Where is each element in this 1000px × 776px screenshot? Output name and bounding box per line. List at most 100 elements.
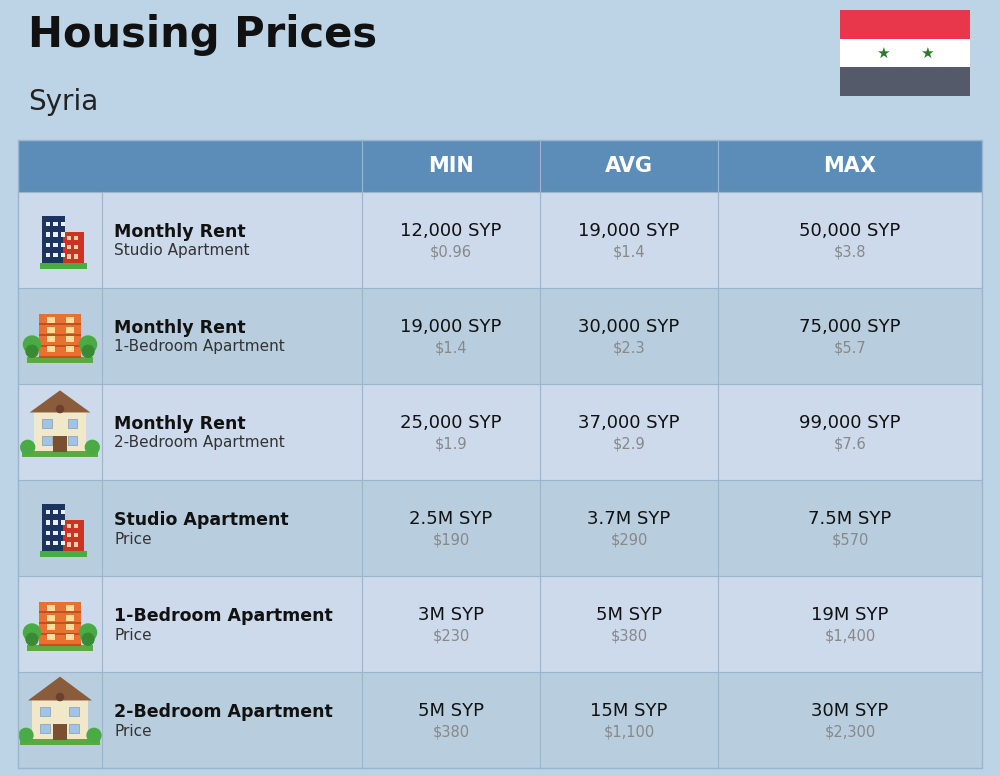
Bar: [67, 236, 71, 240]
Text: $1,400: $1,400: [824, 629, 876, 643]
Text: 19,000 SYP: 19,000 SYP: [400, 318, 502, 336]
Bar: [74, 542, 78, 547]
Bar: [39, 622, 81, 624]
Bar: [53, 541, 58, 545]
Bar: [61, 531, 65, 535]
Text: 75,000 SYP: 75,000 SYP: [799, 318, 901, 336]
Text: 3.7M SYP: 3.7M SYP: [587, 510, 671, 528]
Bar: [40, 724, 50, 733]
Bar: [42, 217, 65, 264]
Circle shape: [23, 624, 40, 641]
Text: 50,000 SYP: 50,000 SYP: [799, 222, 901, 240]
Bar: [47, 625, 55, 630]
Bar: [69, 707, 79, 715]
Text: Housing Prices: Housing Prices: [28, 14, 377, 56]
Circle shape: [82, 633, 94, 646]
Text: MAX: MAX: [824, 156, 876, 176]
Circle shape: [56, 693, 64, 702]
Text: AVG: AVG: [605, 156, 653, 176]
Bar: [18, 672, 982, 768]
Circle shape: [86, 728, 102, 743]
Bar: [40, 263, 87, 269]
Bar: [40, 707, 50, 715]
Text: 5M SYP: 5M SYP: [596, 606, 662, 624]
Bar: [74, 245, 78, 249]
Text: 2-Bedroom Apartment: 2-Bedroom Apartment: [114, 703, 333, 721]
Bar: [74, 255, 78, 258]
Text: Monthly Rent: Monthly Rent: [114, 415, 246, 433]
Bar: [46, 253, 50, 257]
Text: $290: $290: [610, 532, 648, 548]
Bar: [68, 419, 77, 428]
Text: 19M SYP: 19M SYP: [811, 606, 889, 624]
Text: 7.5M SYP: 7.5M SYP: [808, 510, 892, 528]
Circle shape: [80, 336, 97, 353]
Bar: [53, 521, 58, 525]
Text: 2.5M SYP: 2.5M SYP: [409, 510, 493, 528]
Bar: [39, 334, 81, 336]
Bar: [53, 436, 67, 452]
Bar: [840, 68, 970, 96]
Text: Studio Apartment: Studio Apartment: [114, 511, 289, 529]
Bar: [27, 357, 93, 363]
Bar: [40, 551, 87, 557]
Bar: [61, 222, 65, 227]
Bar: [53, 724, 67, 740]
Bar: [74, 236, 78, 240]
Bar: [66, 337, 74, 342]
Text: $3.8: $3.8: [834, 244, 866, 259]
Bar: [61, 510, 65, 514]
Text: Monthly Rent: Monthly Rent: [114, 223, 246, 241]
Text: ★: ★: [876, 46, 890, 61]
Bar: [53, 232, 58, 237]
Text: $1.4: $1.4: [613, 244, 645, 259]
Text: 5M SYP: 5M SYP: [418, 702, 484, 720]
Text: 3M SYP: 3M SYP: [418, 606, 484, 624]
Bar: [86, 638, 90, 648]
Text: ★: ★: [920, 46, 934, 61]
Bar: [20, 739, 100, 745]
Bar: [69, 724, 79, 733]
Polygon shape: [30, 390, 90, 413]
Circle shape: [56, 405, 64, 414]
Text: $190: $190: [432, 532, 470, 548]
Bar: [53, 253, 58, 257]
Bar: [61, 541, 65, 545]
Text: 30,000 SYP: 30,000 SYP: [578, 318, 680, 336]
Text: 25,000 SYP: 25,000 SYP: [400, 414, 502, 432]
Text: $0.96: $0.96: [430, 244, 472, 259]
Bar: [39, 356, 81, 358]
Text: $5.7: $5.7: [834, 341, 866, 355]
Text: $1.9: $1.9: [435, 436, 467, 452]
Bar: [18, 140, 982, 192]
Bar: [53, 243, 58, 247]
Bar: [42, 419, 52, 428]
Bar: [66, 615, 74, 621]
Circle shape: [23, 336, 40, 353]
Bar: [27, 646, 93, 651]
Circle shape: [26, 633, 38, 646]
Bar: [39, 633, 81, 635]
Bar: [46, 521, 50, 525]
Bar: [47, 317, 55, 323]
Bar: [67, 524, 71, 528]
Text: 19,000 SYP: 19,000 SYP: [578, 222, 680, 240]
Bar: [42, 436, 52, 445]
Circle shape: [85, 440, 100, 455]
Circle shape: [20, 440, 35, 455]
Text: $2,300: $2,300: [824, 725, 876, 740]
Bar: [61, 253, 65, 257]
Text: 99,000 SYP: 99,000 SYP: [799, 414, 901, 432]
Bar: [39, 602, 81, 646]
Bar: [46, 510, 50, 514]
Bar: [22, 451, 98, 456]
Bar: [39, 324, 81, 325]
Bar: [46, 232, 50, 237]
Text: Studio Apartment: Studio Apartment: [114, 244, 250, 258]
Bar: [39, 345, 81, 347]
Bar: [34, 413, 86, 452]
Bar: [47, 337, 55, 342]
Bar: [18, 288, 982, 384]
Bar: [46, 243, 50, 247]
Text: $7.6: $7.6: [834, 436, 866, 452]
